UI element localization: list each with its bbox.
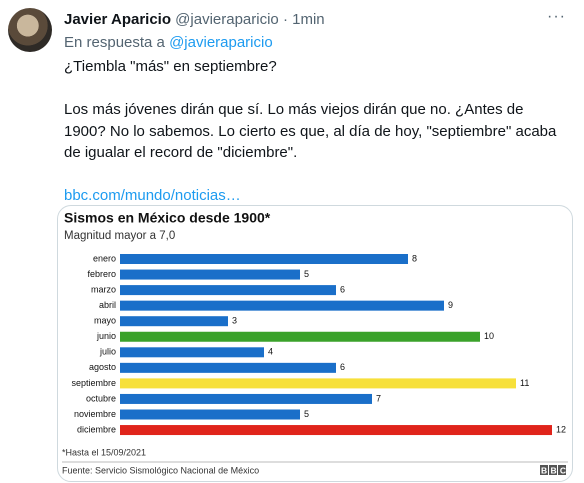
category-label: agosto [89,362,116,372]
chart-title: Sismos en México desde 1900* [64,210,271,226]
bar [120,362,336,373]
reply-handle[interactable]: @javieraparicio [169,34,273,51]
reply-prefix: En respuesta a [64,34,165,51]
separator: · [282,11,288,28]
category-label: junio [96,331,116,341]
category-label: septiembre [71,378,116,388]
tweet-time[interactable]: 1min [292,11,325,28]
bar [120,378,516,389]
category-label: mayo [94,316,116,326]
category-label: diciembre [77,424,116,434]
value-label: 12 [556,424,566,434]
category-label: julio [99,347,116,357]
value-label: 7 [376,393,381,403]
tweet-body: ¿Tiembla "más" en septiembre? Los más jó… [64,56,569,228]
category-label: enero [93,253,116,263]
value-label: 3 [232,316,237,326]
source: Fuente: Servicio Sismológico Nacional de… [62,465,259,475]
logo: BBC [540,465,569,475]
bar [120,393,372,404]
chart-subtitle: Magnitud mayor a 7,0 [64,230,175,242]
logo-box [558,465,566,475]
value-label: 6 [340,362,345,372]
value-label: 10 [484,331,494,341]
bar [120,409,300,420]
value-label: 5 [304,409,309,419]
value-label: 6 [340,284,345,294]
bar [120,300,444,311]
author-name[interactable]: Javier Aparicio [64,11,171,28]
footnote: *Hasta el 15/09/2021 [62,447,146,457]
category-label: octubre [86,393,116,403]
tweet-paragraph: ¿Tiembla "más" en septiembre? [64,58,277,75]
bar [120,316,228,327]
logo-box [540,465,548,475]
value-label: 8 [412,253,417,263]
value-label: 4 [268,347,273,357]
media-card[interactable]: Sismos en México desde 1900* Magnitud ma… [57,205,573,482]
value-label: 5 [304,269,309,279]
bar [120,425,552,436]
chart: Sismos en México desde 1900* Magnitud ma… [62,210,569,475]
logo-text: BBC [541,465,569,475]
author-handle[interactable]: @javieraparicio [175,11,279,28]
avatar[interactable] [8,8,52,52]
tweet-header: Javier Aparicio @javieraparicio · 1min [64,11,325,28]
category-label: abril [99,300,116,310]
category-label: marzo [91,284,116,294]
tweet-paragraph: Los más jóvenes dirán que sí. Lo más vie… [64,101,557,161]
more-menu[interactable]: ··· [547,8,566,25]
category-label: febrero [87,269,116,279]
bar [120,347,264,358]
bar [120,331,480,342]
bar [120,285,336,296]
reply-line: En respuesta a @javieraparicio [64,34,273,51]
bar [120,269,300,280]
tweet-link[interactable]: bbc.com/mundo/noticias… [64,187,241,204]
value-label: 9 [448,300,453,310]
logo-box [549,465,557,475]
value-label: 11 [520,378,529,388]
category-label: noviembre [74,409,116,419]
bar [120,254,408,264]
